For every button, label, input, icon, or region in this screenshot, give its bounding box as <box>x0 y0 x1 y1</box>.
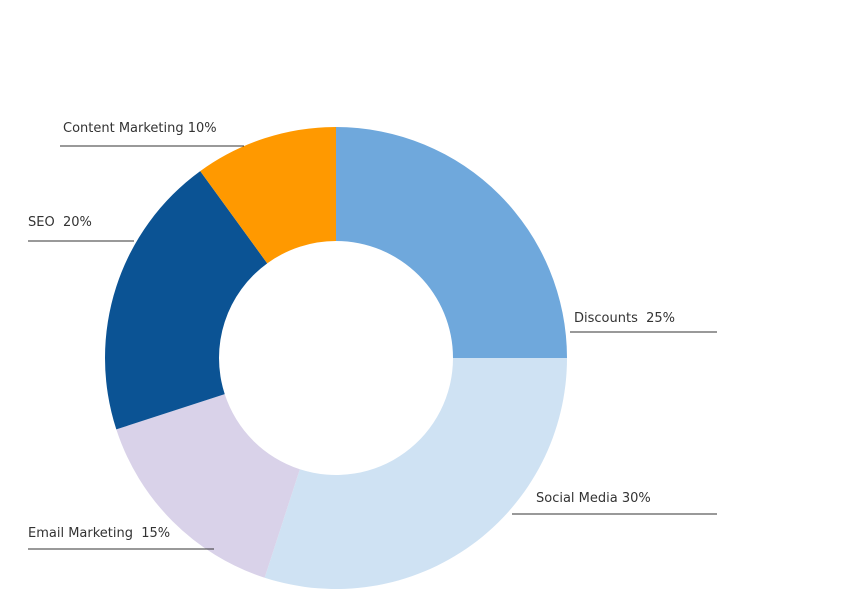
label-social-media: Social Media 30% <box>536 491 651 506</box>
slice-email-marketing <box>116 394 300 578</box>
slice-labels: Discounts 25% Social Media 30% Email Marke… <box>28 121 717 550</box>
label-seo: SEO 20% <box>28 215 92 230</box>
slice-discounts <box>336 127 567 358</box>
label-discounts: Discounts 25% <box>574 311 675 326</box>
label-content-marketing: Content Marketing 10% <box>63 121 217 136</box>
slice-seo <box>104 171 268 430</box>
slice-content-marketing <box>200 127 336 264</box>
donut-slices <box>104 127 567 589</box>
label-email-marketing: Email Marketing 15% <box>28 526 170 541</box>
slice-social-media <box>264 358 567 589</box>
